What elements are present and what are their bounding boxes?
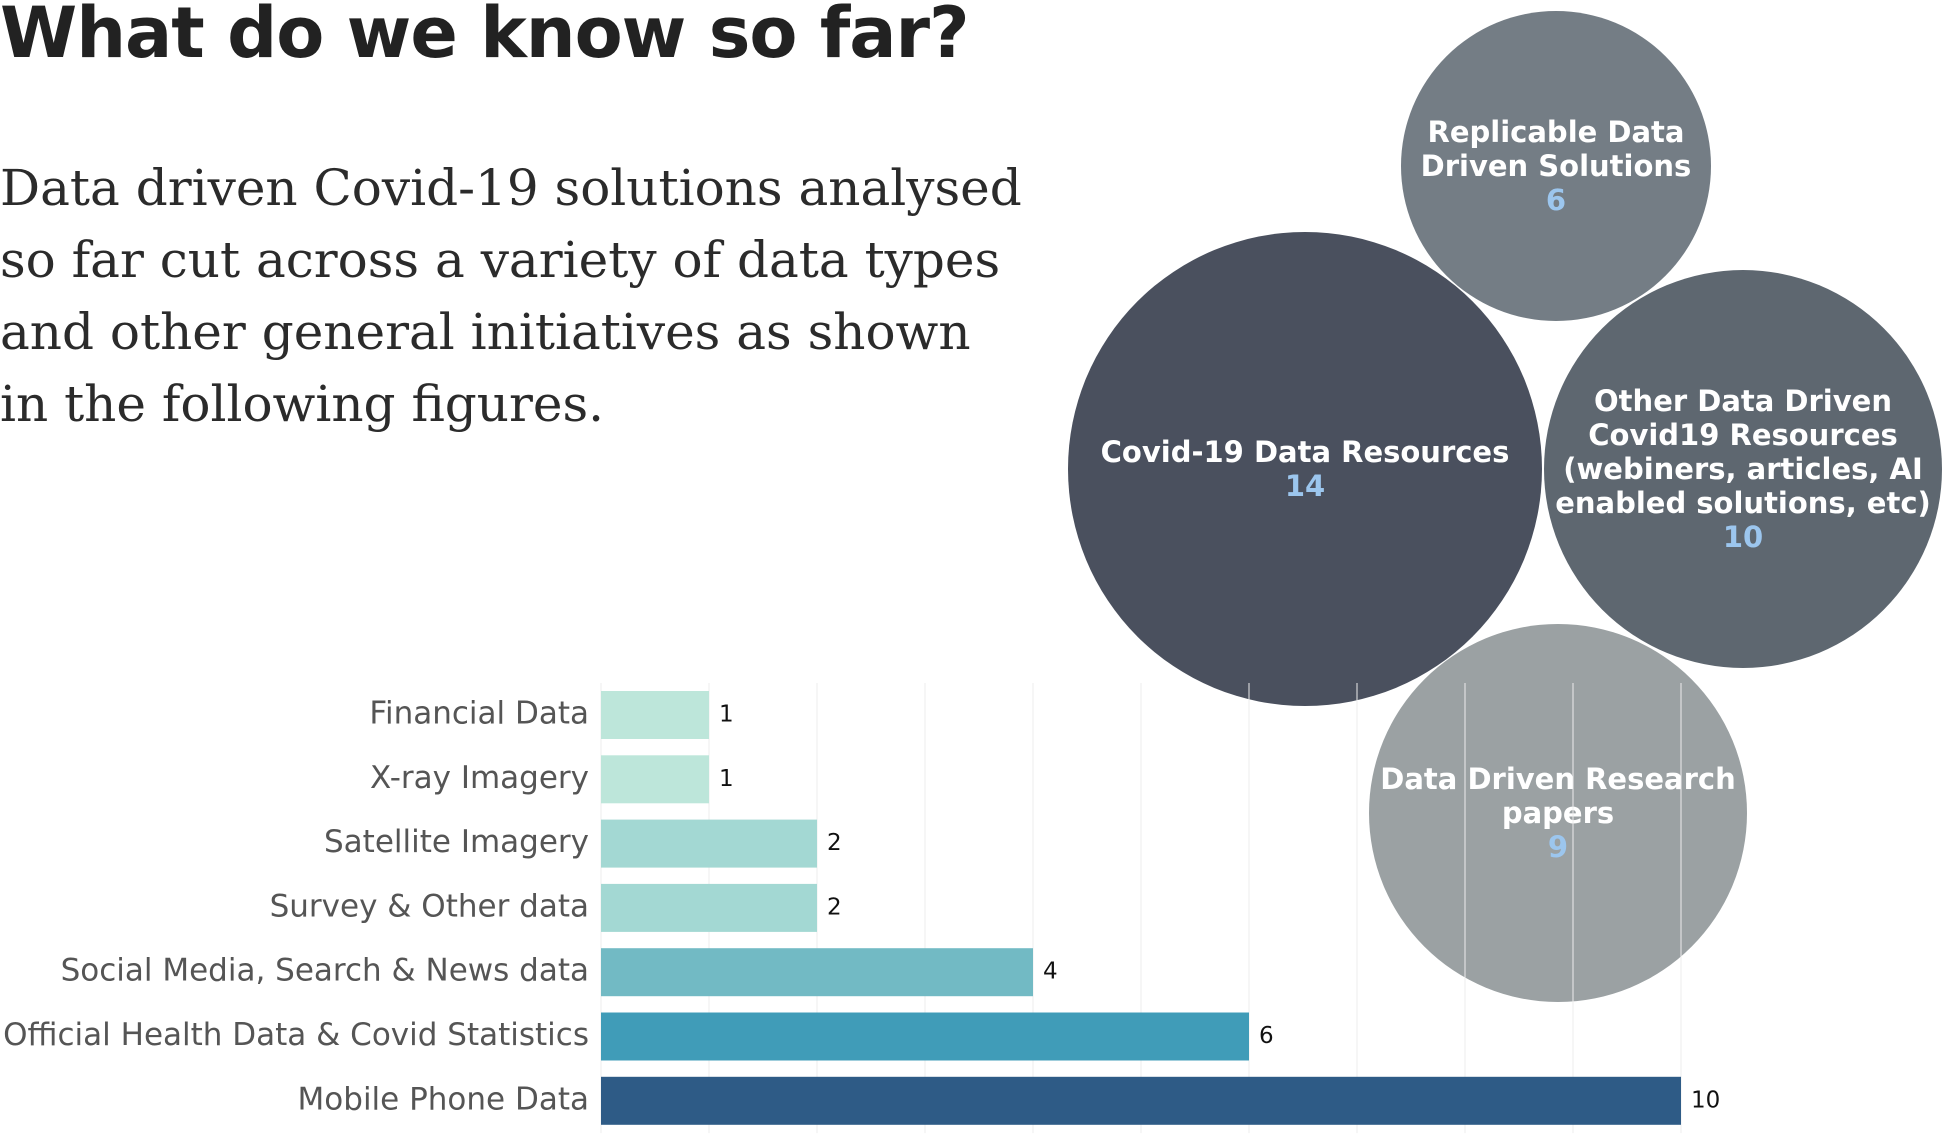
bubble-value: 10 bbox=[1723, 520, 1763, 554]
category-label: Satellite Imagery bbox=[324, 824, 589, 860]
bubble-label: Driven Solutions bbox=[1421, 149, 1692, 183]
value-label: 2 bbox=[827, 894, 842, 920]
value-label: 2 bbox=[827, 830, 842, 856]
bubble-0 bbox=[1401, 11, 1711, 321]
bubble-value: 6 bbox=[1546, 183, 1566, 217]
value-label: 6 bbox=[1259, 1023, 1274, 1049]
bubble-label: enabled solutions, etc) bbox=[1555, 486, 1931, 520]
category-label: Financial Data bbox=[369, 696, 589, 732]
bar bbox=[601, 948, 1033, 997]
value-label: 10 bbox=[1691, 1087, 1720, 1113]
bubble-label: Covid19 Resources bbox=[1588, 418, 1898, 452]
category-label: X-ray Imagery bbox=[370, 760, 589, 796]
bubble-label: Data Driven Research bbox=[1380, 762, 1735, 796]
bar bbox=[601, 1012, 1249, 1061]
value-label: 4 bbox=[1043, 959, 1058, 985]
bubble-label: Replicable Data bbox=[1428, 115, 1685, 149]
category-label: Social Media, Search & News data bbox=[61, 953, 589, 989]
bar bbox=[601, 755, 709, 804]
bar bbox=[601, 883, 817, 932]
bubble-1 bbox=[1068, 232, 1542, 706]
category-label: Official Health Data & Covid Statistics bbox=[3, 1017, 589, 1053]
bubble-2 bbox=[1544, 270, 1942, 668]
page-title: What do we know so far? bbox=[0, 0, 970, 74]
bubble-value: 9 bbox=[1548, 830, 1568, 864]
bar bbox=[601, 691, 709, 739]
category-label: Survey & Other data bbox=[270, 888, 589, 924]
value-label: 1 bbox=[719, 702, 734, 728]
category-label: Mobile Phone Data bbox=[298, 1081, 589, 1117]
value-label: 1 bbox=[719, 766, 734, 792]
bubble-label: Covid-19 Data Resources bbox=[1101, 435, 1510, 469]
bubble-label: Other Data Driven bbox=[1594, 384, 1892, 418]
bubble-3 bbox=[1369, 624, 1747, 1002]
bar bbox=[601, 819, 817, 868]
bubble-value: 14 bbox=[1285, 469, 1325, 503]
bubble-label: papers bbox=[1502, 796, 1614, 830]
bubble-label: (webiners, articles, AI bbox=[1563, 452, 1922, 486]
intro-paragraph: Data driven Covid-19 solutions analysed … bbox=[0, 159, 1022, 433]
bar bbox=[601, 1076, 1681, 1125]
